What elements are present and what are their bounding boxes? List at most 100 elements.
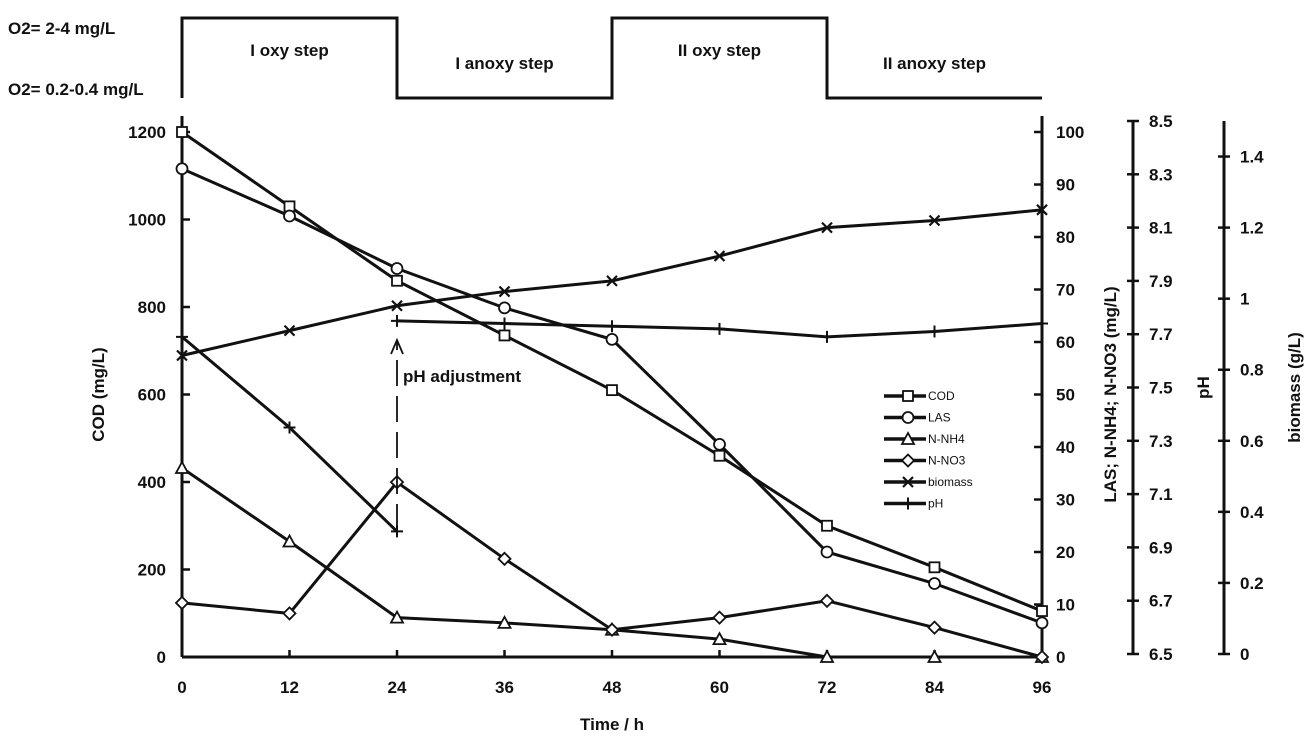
las-tick-label: 70 (1056, 281, 1075, 300)
step-label-2: II oxy step (678, 41, 761, 60)
ph-line (181, 335, 399, 533)
legend-marker-ph (902, 497, 914, 510)
cod-point (713, 449, 726, 462)
legend: COD LAS N-NH4 N-NO3 biomass pH (884, 389, 973, 511)
step-label-3: II anoxy step (883, 54, 986, 73)
cod-tick-label: 1200 (128, 123, 166, 142)
x-tick-label: 12 (280, 678, 299, 697)
las-point (390, 262, 404, 275)
cod-tick-label: 200 (138, 561, 166, 580)
step-label-1: I anoxy step (455, 54, 553, 73)
legend-label-las: LAS (928, 411, 951, 425)
annotation-arrowhead (390, 337, 404, 355)
ph-tick-label: 7.1 (1149, 485, 1173, 504)
x-tick-label: 72 (818, 678, 837, 697)
cod-tick-label: 800 (138, 298, 166, 317)
las-point (605, 332, 619, 346)
ph-tick-label: 6.5 (1149, 645, 1173, 664)
ph-point (928, 325, 941, 338)
ph-point (713, 322, 726, 335)
ph-point (176, 330, 188, 343)
n-no3-point (604, 622, 620, 637)
x-tick-label: 84 (925, 678, 944, 697)
oxygen-profile: O2= 2-4 mg/L O2= 0.2-0.4 mg/L I oxy step… (8, 16, 1042, 100)
oxygen-high-label: O2= 2-4 mg/L (8, 19, 115, 38)
n-no3-point (282, 606, 297, 621)
legend-label-n-nh4: N-NH4 (928, 432, 965, 446)
series-n-no3 (174, 474, 1050, 665)
n-no3-point (174, 595, 190, 611)
las-tick-label: 50 (1056, 386, 1075, 405)
series-biomass (176, 204, 1048, 362)
biomass-point (606, 275, 618, 287)
las-tick-label: 100 (1056, 123, 1084, 142)
las-point (175, 162, 189, 176)
cod-point (928, 561, 941, 574)
x-axis-title: Time / h (580, 715, 644, 734)
las-tick-label: 10 (1056, 596, 1075, 615)
biomass-tick-label: 1.2 (1240, 219, 1264, 238)
n-no3-point (712, 610, 727, 625)
series-cod (176, 126, 1048, 617)
x-tick-label: 96 (1033, 678, 1052, 697)
ph-tick-label: 7.9 (1149, 272, 1173, 291)
oxygen-low-label: O2= 0.2-0.4 mg/L (8, 80, 144, 99)
series-ph (176, 314, 1048, 538)
x-tick-label: 0 (177, 678, 186, 697)
biomass-point (283, 324, 296, 337)
n-nh4-point (711, 631, 728, 646)
series (174, 126, 1050, 665)
legend-label-ph: pH (928, 497, 943, 511)
annotation-label: pH adjustment (403, 367, 521, 386)
las-tick-label: 80 (1056, 228, 1075, 247)
biomass-tick-label: 1.4 (1240, 148, 1264, 167)
cod-axis-title: COD (mg/L) (89, 347, 108, 441)
cod-point (1036, 605, 1048, 617)
las-tick-label: 20 (1056, 543, 1075, 562)
step-label-0: I oxy step (250, 41, 328, 60)
biomass-point (713, 250, 726, 262)
biomass-point (391, 299, 403, 312)
ph-tick-label: 6.7 (1149, 592, 1173, 611)
series-las (175, 162, 1049, 630)
ph-point (283, 421, 296, 434)
ph-tick-label: 7.7 (1149, 325, 1173, 344)
n-no3-point (819, 593, 835, 609)
biomass-point (498, 285, 511, 298)
x-tick-label: 24 (388, 678, 407, 697)
legend-label-n-no3: N-NO3 (928, 454, 966, 468)
biomass-point (176, 349, 188, 362)
legend-label-biomass: biomass (928, 475, 973, 489)
las-point (820, 545, 834, 559)
las-axis-title: LAS; N-NH4; N-NO3 (mg/L) (1101, 286, 1120, 502)
las-tick-label: 90 (1056, 176, 1075, 195)
ph-adjustment-annotation: pH adjustment (390, 337, 521, 530)
ph-tick-label: 8.1 (1149, 219, 1173, 238)
cod-point (606, 384, 618, 397)
biomass-tick-label: 0.6 (1240, 432, 1264, 451)
ph-point (498, 317, 511, 330)
n-nh4-point (281, 533, 298, 548)
las-point (498, 301, 511, 315)
las-point (928, 577, 941, 590)
biomass-tick-label: 0 (1240, 645, 1249, 664)
n-nh4-point (174, 460, 190, 474)
las-tick-label: 40 (1056, 438, 1075, 457)
cod-tick-label: 400 (138, 473, 166, 492)
las-point (1035, 616, 1049, 630)
ph-point (391, 314, 403, 327)
x-tick-label: 36 (495, 678, 514, 697)
biomass-tick-label: 1 (1240, 290, 1249, 309)
las-tick-label: 60 (1056, 333, 1075, 352)
legend-marker-n-nh4 (900, 431, 916, 445)
n-nh4-point (496, 614, 513, 629)
legend-label-cod: COD (928, 389, 955, 403)
n-no3-point (1034, 649, 1050, 665)
cod-point (498, 329, 511, 342)
cod-tick-label: 600 (138, 386, 166, 405)
biomass-tick-label: 0.4 (1240, 503, 1264, 522)
legend-marker-biomass (902, 476, 914, 488)
biomass-tick-label: 0.8 (1240, 361, 1264, 380)
biomass-point (821, 221, 833, 234)
